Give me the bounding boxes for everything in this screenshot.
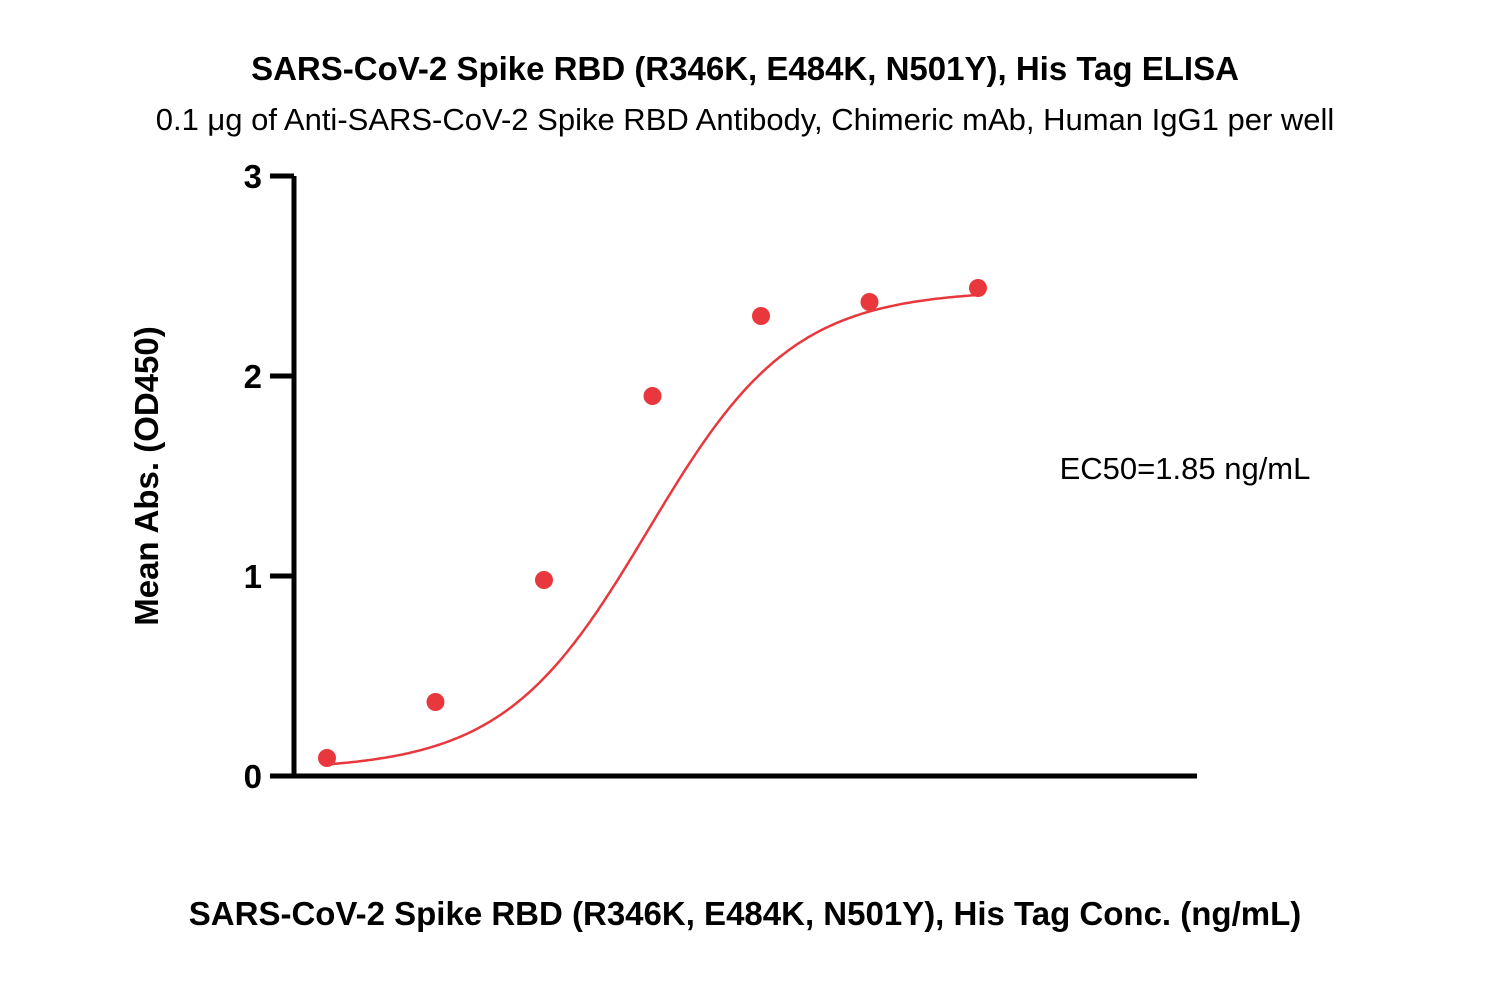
ec50-annotation: EC50=1.85 ng/mL [1060, 451, 1311, 486]
chart-title: SARS-CoV-2 Spike RBD (R346K, E484K, N501… [251, 50, 1239, 87]
y-tick-label: 3 [244, 158, 262, 195]
y-tick-label: 0 [244, 758, 262, 795]
y-axis: 0 1 2 3 [244, 158, 297, 795]
data-point [426, 693, 445, 711]
data-point [860, 293, 879, 311]
y-axis-label: Mean Abs. (OD450) [128, 326, 165, 626]
data-point [318, 749, 336, 767]
y-tick-label: 1 [244, 558, 262, 595]
data-point [752, 307, 770, 325]
x-axis-label: SARS-CoV-2 Spike RBD (R346K, E484K, N501… [189, 895, 1301, 932]
fit-curve [326, 293, 979, 766]
data-points [318, 279, 987, 767]
data-point [535, 571, 553, 589]
chart-subtitle: 0.1 μg of Anti-SARS-CoV-2 Spike RBD Anti… [156, 102, 1335, 137]
y-tick-label: 2 [244, 358, 262, 395]
data-point [969, 279, 987, 297]
y-ticks: 0 1 2 3 [244, 158, 294, 795]
data-point [643, 387, 662, 405]
